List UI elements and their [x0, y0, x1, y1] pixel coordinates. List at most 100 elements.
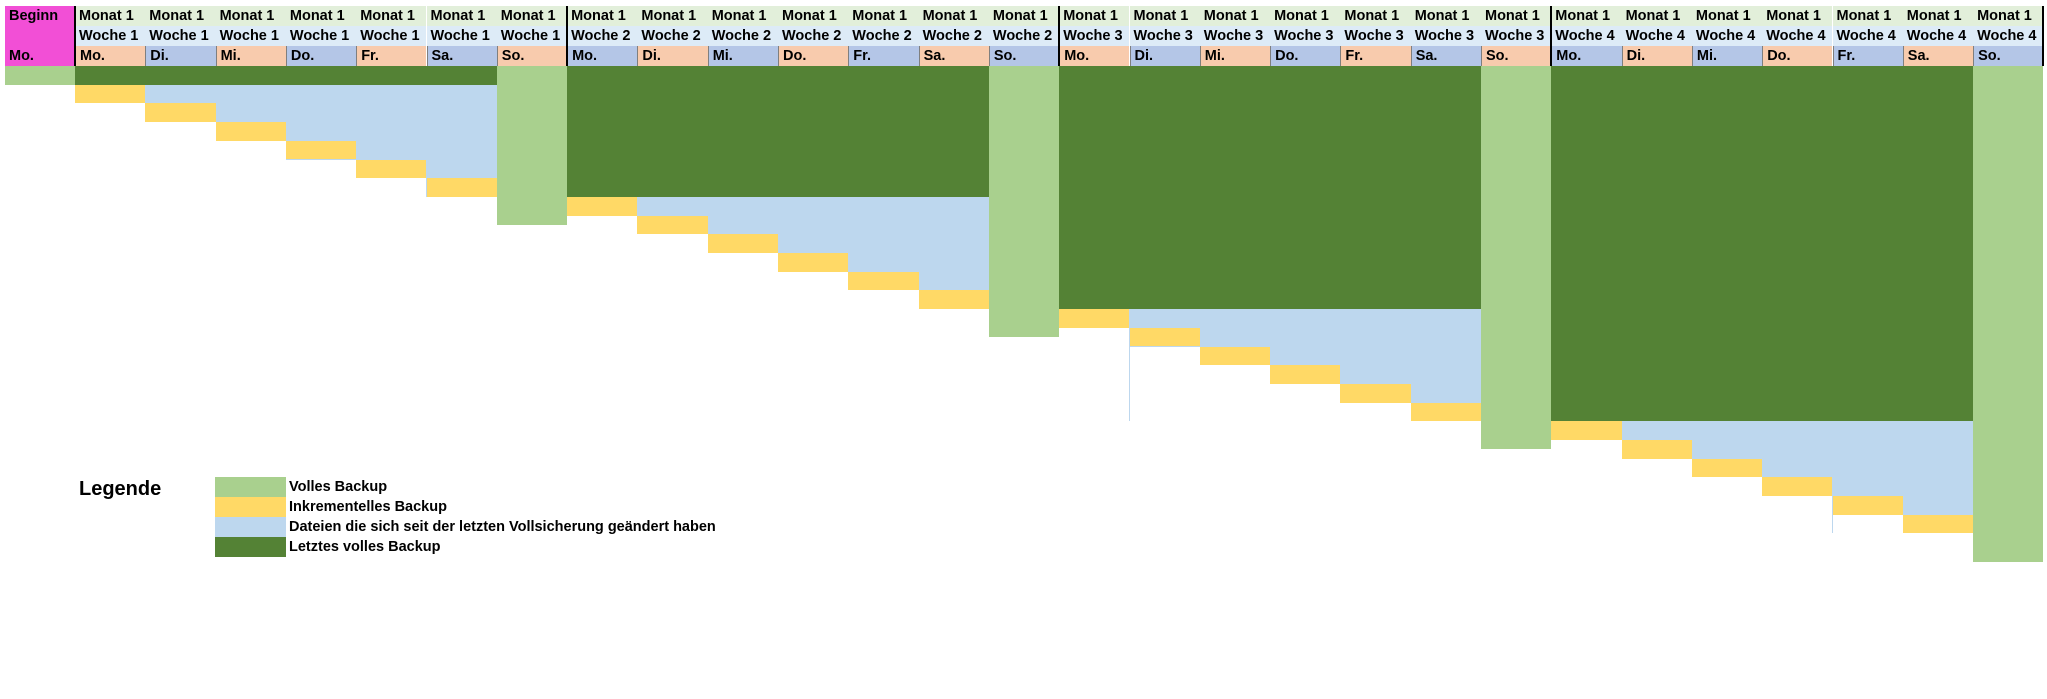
header-month-cell: Monat 1	[1059, 6, 1130, 26]
header-week-cell: Woche 3	[1481, 26, 1552, 46]
header-week-cell: Woche 2	[567, 26, 638, 46]
incremental-backup-mark	[918, 290, 989, 310]
empty-area	[567, 215, 638, 310]
incremental-backup-mark	[1551, 421, 1622, 440]
header-day-cell: Do.	[285, 46, 357, 66]
week-separator	[2042, 6, 2044, 66]
header-month-cell: Monat 1	[707, 6, 778, 26]
header-week-cell: Woche 4	[1973, 26, 2044, 46]
header-day-cell: Mi.	[1199, 46, 1271, 66]
incremental-backup-mark	[1199, 346, 1271, 366]
incremental-backup-mark	[145, 103, 216, 123]
header-week-cell: Woche 1	[496, 26, 568, 46]
header-day-cell: Mo.	[1059, 46, 1130, 66]
full-backup-bar	[1481, 66, 1552, 450]
header-month-cell: Monat 1	[1691, 6, 1763, 26]
header-day-cell: Mo.	[1551, 46, 1622, 66]
week-separator	[1550, 6, 1552, 66]
header-day-cell: Sa.	[1410, 46, 1481, 66]
header-week-cell: Woche 1	[285, 26, 357, 46]
empty-area	[707, 253, 778, 310]
legend-swatch-last-full-backup	[215, 537, 286, 557]
header-week-cell: Woche 4	[1902, 26, 1974, 46]
header-week-cell: Woche 2	[988, 26, 1060, 46]
header-week-cell: Woche 4	[1832, 26, 1903, 46]
empty-area	[215, 140, 286, 197]
incremental-backup-mark	[778, 253, 849, 272]
incremental-backup-mark	[567, 196, 638, 216]
header-day-cell: Mi.	[707, 46, 778, 66]
header-day-cell: Mo.	[75, 46, 146, 66]
incremental-backup-mark	[215, 122, 286, 141]
empty-area	[75, 103, 146, 197]
empty-area	[778, 271, 849, 310]
empty-area	[285, 159, 357, 197]
header-month-cell: Monat 1	[567, 6, 638, 26]
header-week-cell: Woche 3	[1129, 26, 1200, 46]
legend-title: Legende	[79, 478, 162, 500]
last-full-backup-block	[567, 66, 989, 197]
incremental-backup-mark	[707, 234, 778, 253]
header-week-cell: Woche 4	[1551, 26, 1622, 46]
legend-swatch-incremental-backup	[215, 497, 286, 517]
header-week-cell: Woche 3	[1059, 26, 1130, 46]
header-week-cell: Woche 4	[1621, 26, 1692, 46]
incremental-backup-mark	[1059, 309, 1130, 328]
header-week-cell: Woche 2	[778, 26, 849, 46]
start-day: Mo.	[9, 48, 34, 64]
full-backup-bar	[496, 66, 568, 225]
legend-label: Inkrementelles Backup	[289, 499, 447, 515]
header-week-cell: Woche 3	[1199, 26, 1271, 46]
header-week-cell: Woche 2	[848, 26, 919, 46]
header-month-cell: Monat 1	[426, 6, 497, 26]
header-day-cell: Mo.	[567, 46, 638, 66]
header-month-cell: Monat 1	[145, 6, 216, 26]
incremental-backup-mark	[426, 178, 497, 197]
week-separator	[74, 6, 76, 66]
header-day-cell: So.	[1481, 46, 1552, 66]
empty-area	[1832, 514, 1903, 534]
legend-label: Volles Backup	[289, 479, 388, 495]
header-week-cell: Woche 1	[75, 26, 146, 46]
header-month-cell: Monat 1	[778, 6, 849, 26]
header-day-cell: Sa.	[1902, 46, 1974, 66]
incremental-backup-mark	[1691, 458, 1763, 478]
full-backup-bar	[1973, 66, 2044, 562]
incremental-backup-mark	[1762, 477, 1833, 497]
empty-area	[1059, 327, 1130, 422]
header-month-cell: Monat 1	[918, 6, 989, 26]
header-week-cell: Woche 4	[1691, 26, 1763, 46]
header-day-cell: Mi.	[1691, 46, 1763, 66]
header-week-cell: Woche 3	[1340, 26, 1411, 46]
incremental-backup-mark	[285, 140, 357, 160]
header-day-cell: Do.	[1270, 46, 1341, 66]
header-month-cell: Monat 1	[75, 6, 146, 26]
header-week-cell: Woche 1	[145, 26, 216, 46]
header-day-cell: Fr.	[1340, 46, 1411, 66]
header-month-cell: Monat 1	[637, 6, 708, 26]
header-month-cell: Monat 1	[1973, 6, 2044, 26]
incremental-backup-mark	[356, 159, 427, 179]
week-separator	[1058, 6, 1060, 66]
header-week-cell: Woche 1	[356, 26, 427, 46]
empty-area	[356, 178, 427, 197]
empty-area	[1340, 402, 1411, 422]
header-week-cell: Woche 2	[637, 26, 708, 46]
legend-swatch-full-backup	[215, 477, 286, 497]
incremental-backup-mark	[637, 215, 708, 235]
header-month-cell: Monat 1	[1481, 6, 1552, 26]
header-day-cell: Fr.	[356, 46, 427, 66]
empty-area	[1199, 365, 1271, 422]
header-day-cell: Do.	[1762, 46, 1833, 66]
empty-area	[145, 122, 216, 197]
incremental-backup-mark	[848, 271, 919, 291]
header-month-cell: Monat 1	[1129, 6, 1200, 26]
header-week-cell: Woche 4	[1762, 26, 1833, 46]
last-full-backup-block	[1059, 66, 1481, 310]
incremental-backup-mark	[1270, 365, 1341, 384]
start-cell: Beginn Mo.	[5, 6, 75, 66]
header-month-cell: Monat 1	[496, 6, 568, 26]
empty-area	[1551, 440, 1622, 534]
header-month-cell: Monat 1	[1551, 6, 1622, 26]
incremental-backup-mark	[1410, 402, 1481, 422]
